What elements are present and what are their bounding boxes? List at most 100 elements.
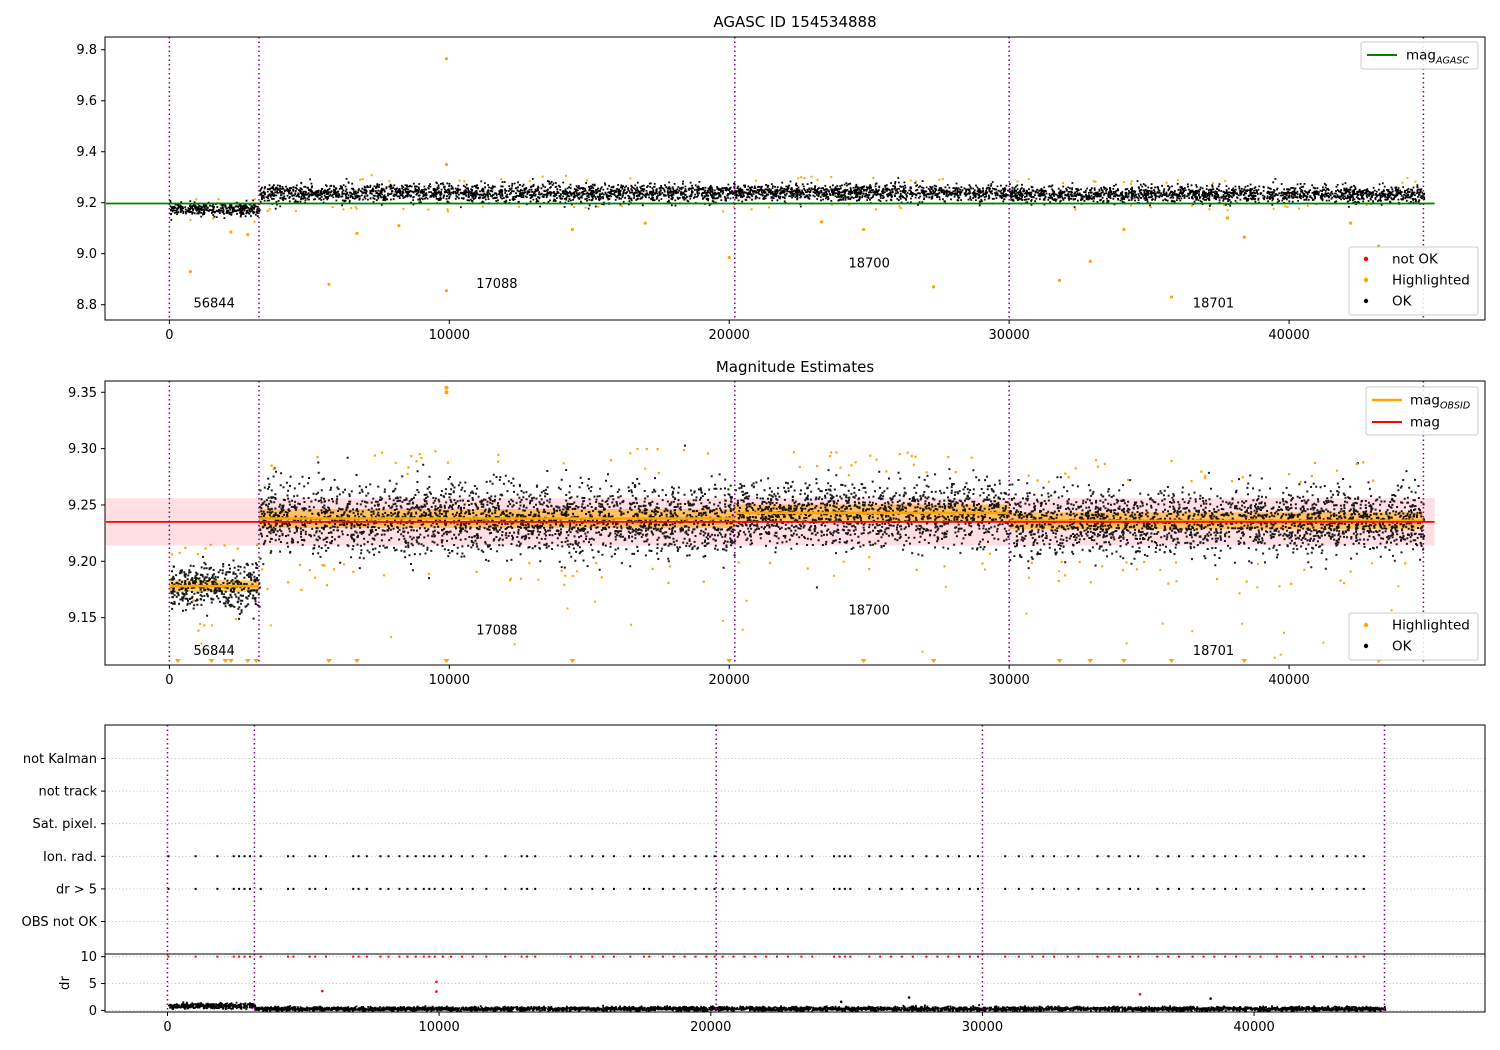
clipped-highlighted-marker: [353, 659, 360, 663]
y-tick-label: 9.25: [68, 498, 97, 513]
legend-highlighted-label: Highlighted: [1392, 618, 1470, 634]
agasc-frame: [104, 36, 1486, 321]
highlighted-outlier-point: [355, 231, 359, 235]
flags-plot-area: [105, 725, 1485, 954]
dr-ok-points: [168, 1001, 257, 1011]
highlighted-outlier-point: [570, 227, 575, 232]
dr-ok-outlier: [907, 996, 911, 999]
x-tick-label: 40000: [1268, 673, 1309, 688]
obsid-label-18701: 18701: [1193, 296, 1234, 311]
legend-ok-marker: [1363, 298, 1369, 304]
magnitude-frame: [104, 380, 1486, 666]
legend-not-ok-label: not OK: [1392, 252, 1439, 268]
obsid-label-18701: 18701: [1193, 644, 1234, 659]
clipped-highlighted-marker: [1168, 659, 1175, 663]
y-tick-label: 9.4: [76, 145, 97, 160]
highlighted-outlier-point: [1088, 259, 1092, 263]
y-tick-label: 9.15: [68, 611, 97, 626]
obsid-label-56844: 56844: [193, 296, 234, 311]
highlighted-outlier-point: [229, 230, 233, 234]
highlighted-points-obsid-56844: [170, 543, 259, 632]
x-tick-label: 0: [165, 673, 173, 688]
agasc-legend-reference: magAGASC: [1360, 41, 1479, 70]
x-tick-label: 0: [163, 1020, 171, 1035]
flag-category-label: OBS not OK: [22, 915, 98, 930]
clipped-highlighted-marker: [253, 659, 260, 663]
clipped-highlighted-marker: [208, 659, 215, 663]
magnitude-legend-status: Highlighted OK: [1348, 612, 1479, 661]
clipped-highlighted-marker: [174, 659, 181, 663]
flag-category-label: Sat. pixel.: [33, 817, 97, 832]
clipped-highlighted-marker: [1120, 659, 1127, 663]
clipped-highlighted-marker: [443, 659, 450, 663]
dr-frame: [104, 953, 1486, 1013]
clipped-highlighted-marker: [244, 659, 251, 663]
clipped-highlighted-marker: [227, 659, 234, 663]
highlighted-outlier-point: [246, 232, 250, 237]
dr-capped-not-ok-points: [167, 955, 1365, 958]
flag-category-label: dr > 5: [56, 882, 97, 897]
legend-not-ok-marker: [1363, 256, 1369, 262]
magnitude-plot-area: 56844 17088 18700 18701: [105, 381, 1435, 665]
dr-ylabel: dr: [57, 975, 73, 990]
legend-frame: [1348, 246, 1479, 316]
dr-axes: 010000200003000040000500000510: [80, 950, 1486, 1035]
y-tick-label: 8.8: [76, 298, 97, 313]
highlighted-outlier-point: [444, 385, 449, 390]
x-tick-label: 0: [165, 328, 173, 343]
highlighted-outlier-point: [397, 224, 401, 228]
legend-frame: [1360, 41, 1479, 70]
highlighted-outlier-point: [1242, 235, 1246, 239]
ok-points-obsid-18700: [734, 468, 1012, 589]
obsid-label-18700: 18700: [848, 257, 889, 272]
highlighted-outlier-point: [444, 57, 449, 61]
highlighted-outlier-point: [931, 285, 936, 289]
y-tick-label: 9.6: [76, 94, 97, 109]
clipped-highlighted-marker: [726, 659, 733, 663]
x-tick-label: 30000: [988, 328, 1029, 343]
highlighted-outlier-point: [819, 220, 824, 224]
clipped-highlighted-marker: [325, 659, 332, 663]
ok-points-obsid-18701: [1009, 178, 1426, 209]
highlighted-points-obsid-18700: [750, 175, 944, 211]
x-tick-label: 10000: [429, 328, 470, 343]
legend-highlighted-label: Highlighted: [1392, 273, 1470, 289]
ok-points-obsid-18701: [1009, 462, 1426, 570]
obsid-label-17088: 17088: [476, 624, 517, 639]
flags-axes: not Kalman not track Sat. pixel. Ion. rad. d…: [22, 724, 1486, 955]
x-tick-label: 30000: [988, 673, 1029, 688]
dr-not-ok-outlier: [321, 989, 324, 993]
highlighted-outlier-point: [327, 282, 331, 286]
highlighted-outlier-point: [444, 289, 449, 293]
x-tick-label: 30000: [962, 1020, 1003, 1035]
ok-points-obsid-17088: [259, 178, 737, 210]
flag-category-label: Ion. rad.: [43, 850, 97, 865]
legend-ok-label: OK: [1392, 294, 1413, 310]
legend-highlighted-marker: [1363, 622, 1369, 628]
flags-panel: not Kalman not track Sat. pixel. Ion. rad. d…: [22, 724, 1486, 955]
y-tick-label: 10: [80, 950, 97, 965]
highlighted-outlier-point: [444, 390, 449, 395]
magnitude-panel-title: Magnitude Estimates: [716, 358, 874, 376]
y-tick-label: 9.30: [68, 442, 97, 457]
magnitude-estimates-panel: Magnitude Estimates 56844 17088 18700 18701…: [68, 358, 1486, 688]
clipped-highlighted-marker: [1241, 659, 1248, 663]
clipped-highlighted-marker: [860, 659, 867, 663]
dr-ok-outlier: [839, 1000, 843, 1004]
ok-points-obsid-18700: [734, 177, 1011, 208]
agasc-panel-title: AGASC ID 154534888: [713, 13, 876, 31]
legend-mag-label: mag: [1410, 415, 1440, 431]
highlighted-outlier-point: [727, 255, 731, 260]
ok-points-obsid-17088: [259, 444, 737, 580]
agasc-panel: AGASC ID 154534888 56844170881870018701 …: [76, 13, 1486, 343]
ok-points-obsid-56844: [170, 555, 261, 620]
legend-ok-label: OK: [1392, 639, 1413, 655]
highlighted-outlier-point: [1169, 295, 1174, 299]
legend-mag-agasc-label: magAGASC: [1406, 48, 1469, 67]
clipped-highlighted-marker: [569, 659, 576, 663]
clipped-highlighted-marker: [1087, 659, 1094, 663]
agasc-plot-area: 56844 17088 18700 18701: [106, 37, 1435, 320]
agasc-legend-status: not OK Highlighted OK: [1348, 246, 1479, 316]
flag-points-dr-5: [167, 887, 1365, 890]
